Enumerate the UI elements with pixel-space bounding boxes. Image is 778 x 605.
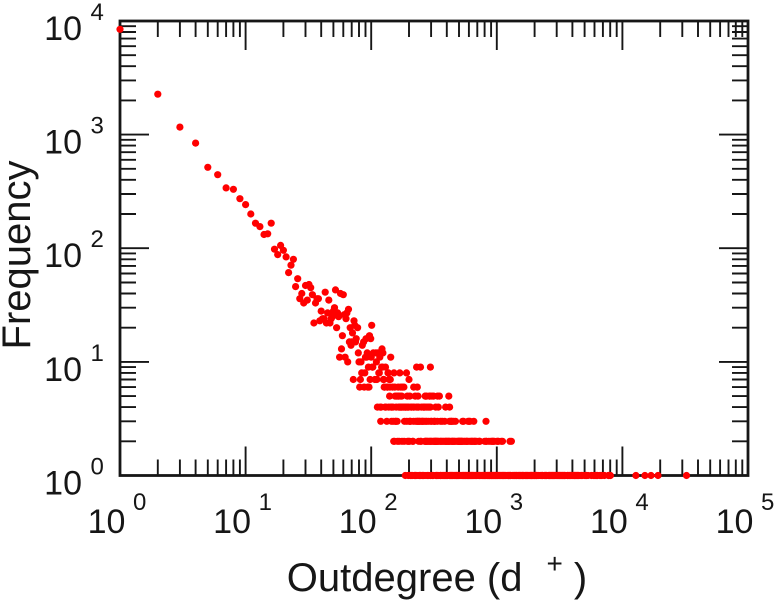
- svg-text:1: 1: [91, 340, 104, 367]
- svg-text:5: 5: [761, 489, 774, 516]
- svg-text:10: 10: [88, 503, 126, 541]
- svg-text:2: 2: [91, 226, 104, 253]
- svg-text:10: 10: [44, 237, 82, 275]
- svg-text:10: 10: [44, 465, 82, 503]
- svg-text:Outdegree (d+): Outdegree (d +): [287, 548, 587, 600]
- svg-text:10: 10: [339, 503, 377, 541]
- svg-text:10: 10: [213, 503, 251, 541]
- svg-text:10: 10: [44, 124, 82, 162]
- svg-text:10: 10: [44, 351, 82, 389]
- svg-text:3: 3: [510, 489, 523, 516]
- svg-text:4: 4: [635, 489, 648, 516]
- svg-text:0: 0: [133, 489, 146, 516]
- svg-text:4: 4: [91, 0, 104, 26]
- svg-text:Frequency: Frequency: [0, 161, 39, 350]
- svg-text:10: 10: [590, 503, 628, 541]
- svg-text:10: 10: [464, 503, 502, 541]
- svg-text:2: 2: [384, 489, 397, 516]
- svg-text:3: 3: [91, 113, 104, 140]
- svg-text:10: 10: [44, 10, 82, 48]
- svg-text:1: 1: [259, 489, 272, 516]
- svg-text:0: 0: [91, 454, 104, 481]
- svg-text:10: 10: [716, 503, 754, 541]
